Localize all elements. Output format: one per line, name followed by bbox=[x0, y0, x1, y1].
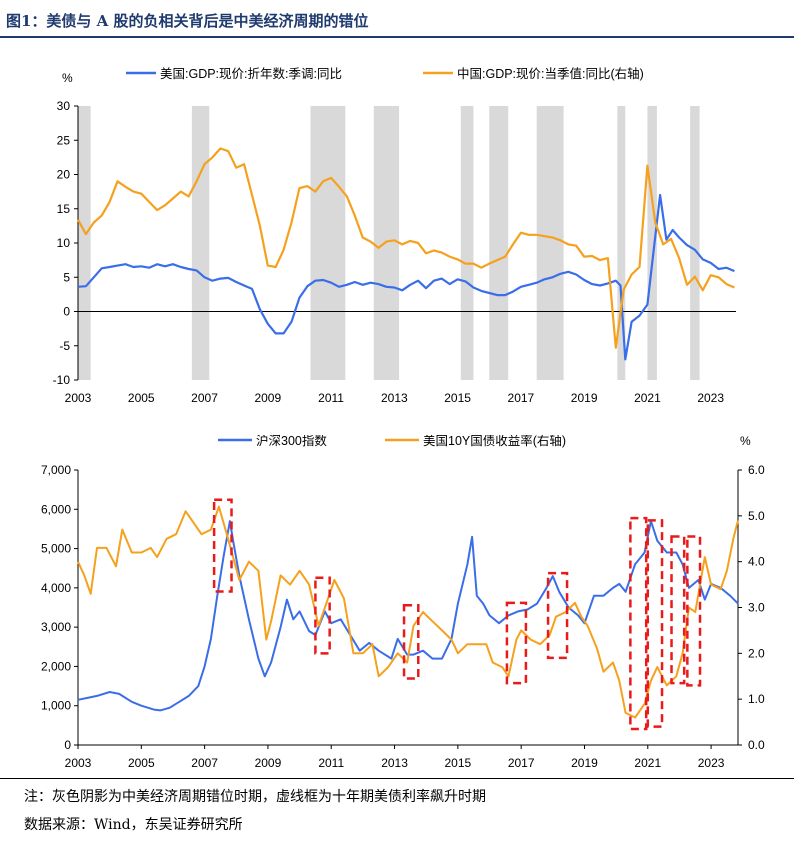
x-tick-label: 2021 bbox=[634, 756, 661, 770]
legend-label-0: 沪深300指数 bbox=[256, 435, 327, 448]
y-right-tick-label: 2.0 bbox=[748, 646, 765, 660]
y-tick-label: 30 bbox=[57, 99, 71, 113]
series-line-1 bbox=[77, 147, 735, 349]
y-left-tick-label: 2,000 bbox=[41, 659, 71, 673]
series-line-0 bbox=[77, 520, 739, 712]
x-tick-label: 2013 bbox=[381, 756, 408, 770]
x-tick-label: 2009 bbox=[255, 756, 282, 770]
y-left-tick-label: 5,000 bbox=[41, 542, 71, 556]
x-tick-label: 2015 bbox=[444, 391, 471, 405]
y-axis-unit: % bbox=[62, 71, 73, 85]
shaded-period-2 bbox=[310, 106, 346, 380]
shaded-period-4 bbox=[460, 106, 474, 380]
x-tick-label: 2019 bbox=[571, 391, 598, 405]
x-tick-label: 2005 bbox=[128, 756, 155, 770]
x-tick-label: 2005 bbox=[128, 391, 155, 405]
y-left-tick-label: 3,000 bbox=[41, 620, 71, 634]
x-tick-label: 2011 bbox=[318, 756, 344, 770]
shaded-period-7 bbox=[617, 106, 626, 380]
legend-label-0: 美国:GDP:现价:折年数:季调:同比 bbox=[160, 66, 342, 81]
x-tick-label: 2007 bbox=[191, 756, 218, 770]
x-tick-label: 2021 bbox=[634, 391, 661, 405]
title-rule bbox=[0, 36, 794, 38]
rate-spike-box-6 bbox=[646, 519, 664, 728]
shaded-period-5 bbox=[489, 106, 509, 380]
x-tick-label: 2023 bbox=[697, 391, 724, 405]
legend-label-1: 中国:GDP:现价:当季值:同比(右轴) bbox=[457, 66, 644, 81]
x-tick-label: 2017 bbox=[508, 391, 535, 405]
rate-spike-box-7 bbox=[670, 535, 686, 685]
y-left-tick-label: 7,000 bbox=[41, 463, 71, 477]
x-tick-label: 2019 bbox=[571, 756, 598, 770]
y-tick-label: 5 bbox=[63, 270, 70, 284]
y-tick-label: -10 bbox=[53, 373, 71, 387]
y-left-tick-label: 0 bbox=[64, 738, 71, 752]
shaded-period-0 bbox=[78, 106, 91, 380]
x-tick-label: 2009 bbox=[254, 391, 281, 405]
x-tick-label: 2017 bbox=[508, 756, 535, 770]
series-line-1 bbox=[77, 505, 739, 719]
y-tick-label: 15 bbox=[57, 202, 71, 216]
y-right-unit: % bbox=[740, 435, 751, 448]
x-tick-label: 2003 bbox=[65, 756, 92, 770]
figure-note: 注：灰色阴影为中美经济周期错位时期，虚线框为十年期美债利率飙升时期 bbox=[24, 789, 486, 805]
figure-source: 数据来源：Wind，东吴证券研究所 bbox=[24, 817, 243, 833]
rate-spike-box-8 bbox=[686, 535, 702, 687]
x-tick-label: 2003 bbox=[65, 391, 92, 405]
x-tick-label: 2023 bbox=[698, 756, 725, 770]
y-tick-label: -5 bbox=[59, 339, 70, 353]
y-tick-label: 10 bbox=[57, 236, 71, 250]
rate-spike-box-1 bbox=[314, 576, 331, 655]
footer-rule bbox=[0, 778, 794, 779]
y-right-tick-label: 3.0 bbox=[748, 601, 765, 615]
shaded-period-3 bbox=[373, 106, 400, 380]
x-tick-label: 2011 bbox=[318, 391, 344, 405]
series-line-0 bbox=[77, 193, 735, 361]
rate-spike-box-0 bbox=[212, 498, 233, 593]
rate-spike-box-5 bbox=[629, 516, 648, 731]
chart-csi300-ust10y: 0 1,000 2,000 3,000 4,000 5,000 6,000 7,000 0.0 1… bbox=[41, 435, 765, 770]
shaded-period-8 bbox=[647, 106, 657, 380]
shaded-period-6 bbox=[536, 106, 564, 380]
x-tick-label: 2015 bbox=[445, 756, 472, 770]
y-left-tick-label: 4,000 bbox=[41, 581, 71, 595]
y-right-tick-label: 5.0 bbox=[748, 509, 765, 523]
y-left-tick-label: 6,000 bbox=[41, 502, 71, 516]
y-left-tick-label: 1,000 bbox=[41, 699, 71, 713]
figure-title: 图1：美债与 A 股的负相关背后是中美经济周期的错位 bbox=[6, 12, 369, 30]
x-tick-label: 2013 bbox=[381, 391, 408, 405]
y-tick-label: 20 bbox=[57, 168, 71, 182]
y-right-tick-label: 6.0 bbox=[748, 463, 765, 477]
y-right-tick-label: 0.0 bbox=[748, 738, 765, 752]
legend-label-1: 美国10Y国债收益率(右轴) bbox=[423, 435, 566, 448]
y-tick-label: 25 bbox=[57, 133, 71, 147]
shaded-period-9 bbox=[690, 106, 700, 380]
rate-spike-box-3 bbox=[505, 601, 528, 685]
chart-gdp: -10 -5 0 5 10 15 20 25 30% 2003 2005 2007 2009 2011 20… bbox=[53, 66, 736, 405]
rate-spike-box-2 bbox=[402, 603, 420, 680]
y-right-tick-label: 4.0 bbox=[748, 555, 765, 569]
x-tick-label: 2007 bbox=[191, 391, 218, 405]
shaded-period-1 bbox=[191, 106, 210, 380]
y-tick-label: 0 bbox=[63, 305, 70, 319]
y-right-tick-label: 1.0 bbox=[748, 692, 765, 706]
